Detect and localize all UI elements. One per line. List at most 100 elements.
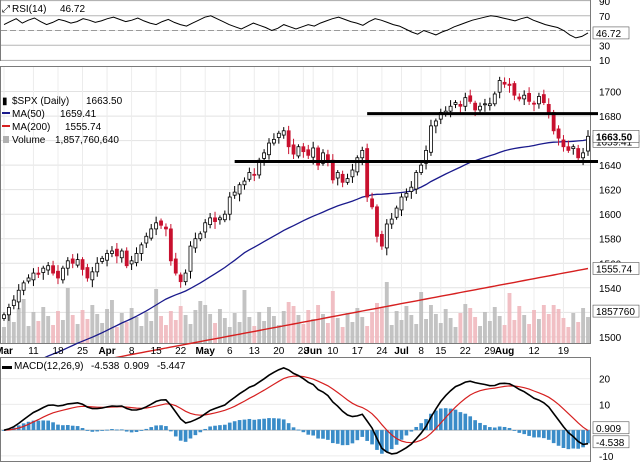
macd-histogram-bar: [321, 430, 325, 439]
volume-bar: [119, 313, 124, 343]
macd-value: -4.538: [91, 361, 120, 372]
candle-body: [340, 173, 345, 183]
volume-bar: [159, 316, 163, 343]
macd-histogram-bar: [134, 430, 139, 433]
macd-histogram-bar: [384, 430, 389, 452]
candle-body: [124, 250, 129, 267]
volume-bar: [325, 323, 330, 343]
x-tick-label: 19: [558, 346, 570, 357]
volume-bar: [36, 321, 41, 343]
legend-ma200-name: MA(200): [12, 122, 50, 133]
volume-tag-box: [592, 304, 640, 318]
candlesticks: [2, 76, 590, 321]
macd-histogram-bar: [434, 410, 438, 431]
volume-bar: [168, 311, 173, 343]
macd-gridlines: [1, 378, 590, 457]
candle-body: [242, 180, 247, 186]
x-tick-label: 22: [175, 346, 187, 357]
candle-body: [301, 146, 306, 153]
volume-bar: [306, 310, 311, 343]
volume-bar: [355, 308, 360, 343]
candle-body: [134, 253, 139, 264]
rsi-line: [3, 15, 589, 39]
volume-bar: [321, 314, 325, 343]
candle-body: [31, 272, 36, 281]
macd-histogram-bar: [41, 420, 46, 431]
candle-body: [335, 172, 340, 179]
volume-bar: [188, 324, 193, 343]
volume-bar: [193, 310, 198, 343]
volume-bar: [458, 313, 463, 343]
candle-body: [306, 149, 311, 156]
candle-body: [208, 217, 213, 226]
candle-body: [384, 223, 389, 249]
candle-body: [394, 207, 399, 218]
candle-body: [404, 192, 409, 198]
volume-bar: [468, 308, 473, 343]
volume-bar: [237, 322, 242, 343]
macd-histogram-bar: [223, 424, 227, 431]
candle-body: [458, 104, 463, 107]
volume-bar: [198, 301, 203, 343]
legend-volume-swatch: [3, 136, 9, 143]
macd-histogram-bar: [438, 408, 443, 431]
candle-body: [36, 272, 41, 275]
candle-body: [75, 259, 80, 266]
candle-body: [222, 213, 227, 221]
candle-body: [21, 282, 26, 291]
volume-bar: [75, 324, 80, 343]
macd-histogram-bar: [291, 427, 296, 431]
price-tick-label: 1540: [599, 284, 622, 295]
macd-histogram-bar: [414, 426, 419, 431]
legend-volume-name: Volume: [12, 135, 46, 146]
macd-histogram-bar: [100, 430, 104, 431]
macd-signal-value: 0.909: [124, 361, 149, 372]
macd-histogram-bar: [468, 416, 473, 431]
macd-histogram-bar: [571, 430, 576, 449]
volume-bar: [286, 302, 291, 343]
candle-body: [114, 248, 119, 257]
macd-histogram-bar: [46, 420, 50, 431]
candle-body: [262, 152, 267, 159]
macd-histogram-bar: [262, 418, 266, 431]
x-tick-label: 12: [528, 346, 540, 357]
candle-body: [2, 314, 6, 319]
candle-body: [355, 157, 360, 173]
volume-bar: [232, 313, 237, 343]
volume-bar: [242, 290, 247, 343]
volume-bar: [370, 312, 375, 343]
macd-histogram-bar: [429, 413, 433, 431]
ma200-tag-text: 1555.74: [596, 264, 633, 275]
volume-bar: [541, 305, 546, 343]
macd-histogram-bar: [370, 430, 374, 445]
macd-histogram-bar: [497, 426, 502, 431]
volume-bar: [301, 324, 306, 343]
macd-histogram-bar: [360, 430, 365, 437]
macd-histogram-bar: [502, 426, 507, 431]
candle-body: [487, 103, 492, 107]
macd-histogram-bar: [394, 430, 399, 445]
volume-bar: [375, 303, 379, 343]
volume-bar: [365, 326, 370, 343]
macd-histogram-bar: [345, 430, 350, 446]
volume-bar: [129, 308, 134, 343]
macd-histogram-bar: [213, 425, 217, 431]
macd-tick-label: 10: [599, 400, 611, 411]
candle-body: [478, 105, 482, 111]
candle-body: [330, 159, 335, 181]
candle-body: [198, 233, 203, 240]
volume-bar: [70, 315, 75, 343]
macd-histogram-bar: [154, 425, 158, 431]
macd-histogram-bar: [473, 420, 477, 431]
candle-body: [365, 148, 370, 198]
candle-body: [527, 92, 532, 102]
candle-body: [193, 238, 198, 249]
candle-body: [154, 222, 159, 230]
volume-bar: [360, 317, 365, 343]
candle-body: [168, 228, 173, 262]
volume-bar: [473, 317, 478, 343]
macd-histogram-bar: [188, 430, 193, 439]
macd-histogram-bar: [522, 430, 527, 435]
volume-bar: [316, 305, 321, 343]
volume-bar: [424, 319, 428, 343]
